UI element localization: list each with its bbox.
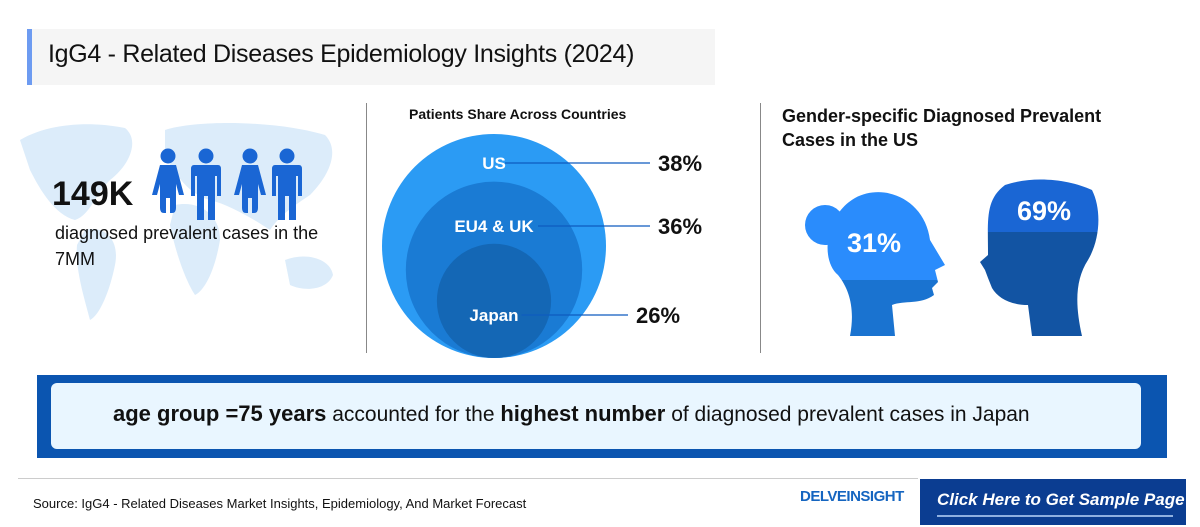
bubble-2: [436, 243, 552, 358]
title-bar: IgG4 - Related Diseases Epidemiology Ins…: [27, 29, 715, 85]
divider: [366, 103, 367, 353]
banner-text-1: accounted for the: [326, 403, 501, 426]
value-label: 38%: [658, 151, 702, 176]
people-icons: [152, 148, 302, 220]
banner-bold-age: age group =75 years: [113, 401, 327, 426]
male-person-icon: [191, 148, 221, 220]
male-share-label: 69%: [1017, 196, 1071, 226]
gender-heads: 31% 69%: [805, 179, 1099, 337]
delveinsight-logo: DELVEINSIGHT: [800, 488, 904, 505]
total-cases-description: diagnosed prevalent cases in the 7MM: [55, 223, 319, 269]
value-label: 26%: [636, 303, 680, 328]
highlight-banner: age group =75 years accounted for the hi…: [37, 375, 1167, 458]
banner-inner: age group =75 years accounted for the hi…: [51, 383, 1141, 449]
male-person-icon: [272, 148, 302, 220]
female-share-label: 31%: [847, 228, 901, 258]
total-cases-value: 149K: [52, 175, 134, 213]
divider: [760, 103, 761, 353]
gender-title: Gender-specific Diagnosed Prevalent Case…: [782, 106, 1102, 150]
category-label: US: [482, 154, 506, 173]
source-text: Source: IgG4 - Related Diseases Market I…: [33, 496, 527, 511]
banner-bold-highest: highest number: [500, 401, 666, 426]
patients-share-chart: US 38% EU4 & UK 36% Japan 26%: [382, 134, 702, 358]
value-label: 36%: [658, 214, 702, 239]
page-title: IgG4 - Related Diseases Epidemiology Ins…: [48, 40, 635, 68]
cta-underline: [937, 515, 1173, 517]
female-person-icon: [234, 148, 266, 213]
chart-title: Patients Share Across Countries: [409, 106, 627, 122]
banner-text-2: of diagnosed prevalent cases in Japan: [665, 403, 1030, 426]
banner-text: age group =75 years accounted for the hi…: [113, 401, 1030, 427]
female-person-icon: [152, 148, 184, 213]
footer-divider: [18, 478, 918, 479]
category-label: Japan: [469, 306, 518, 325]
get-sample-page-button[interactable]: Click Here to Get Sample Page: [920, 479, 1186, 525]
cta-label: Click Here to Get Sample Page: [937, 490, 1185, 509]
category-label: EU4 & UK: [454, 217, 534, 236]
